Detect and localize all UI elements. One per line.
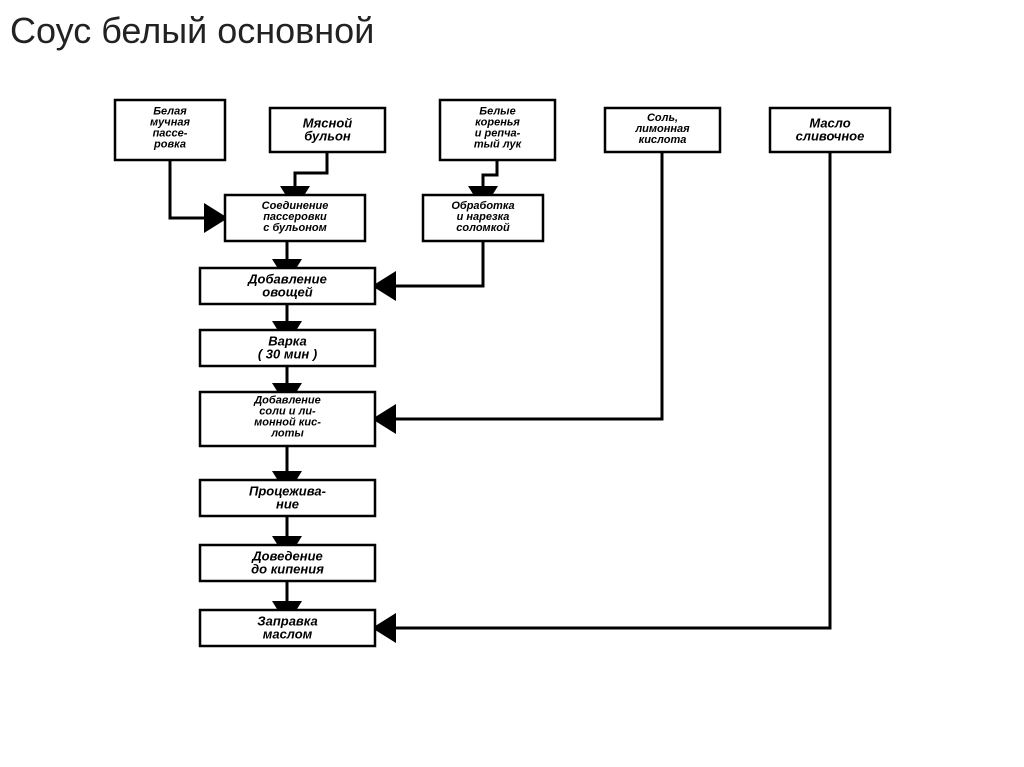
node-n11: Процежива-ние: [200, 480, 375, 516]
node-n9: Варка( 30 мин ): [200, 330, 375, 366]
flowchart-canvas: Белаямучнаяпассе-ровка Мяснойбульон Белыек…: [0, 0, 1024, 767]
node-n13: Заправкамаслом: [200, 610, 375, 646]
node-label-n13: Заправкамаслом: [257, 614, 318, 642]
node-label-n1: Белаямучнаяпассе-ровка: [150, 105, 190, 150]
edge-n7: [375, 241, 483, 286]
node-n5: Маслосливочное: [770, 108, 890, 152]
node-n2: Мяснойбульон: [270, 108, 385, 152]
edge-n3: [483, 160, 497, 195]
node-label-n3: Белыекореньяи репча-тый лук: [474, 105, 523, 150]
node-n6: Соединениепассеровкис бульоном: [225, 195, 365, 241]
node-n4: Соль,лимоннаякислота: [605, 108, 720, 152]
node-n12: Доведениедо кипения: [200, 545, 375, 581]
edge-n1: [170, 160, 225, 218]
node-n10: Добавлениесоли и ли-монной кис-лоты: [200, 392, 375, 446]
node-label-n2: Мяснойбульон: [303, 116, 353, 144]
node-n3: Белыекореньяи репча-тый лук: [440, 100, 555, 160]
node-n1: Белаямучнаяпассе-ровка: [115, 100, 225, 160]
edge-n2: [295, 152, 327, 195]
node-label-n12: Доведениедо кипения: [251, 549, 324, 577]
node-label-n6: Соединениепассеровкис бульоном: [262, 200, 329, 234]
node-n8: Добавлениеовощей: [200, 268, 375, 304]
node-n7: Обработкаи нарезкасоломкой: [423, 195, 543, 241]
node-label-n7: Обработкаи нарезкасоломкой: [451, 200, 514, 234]
